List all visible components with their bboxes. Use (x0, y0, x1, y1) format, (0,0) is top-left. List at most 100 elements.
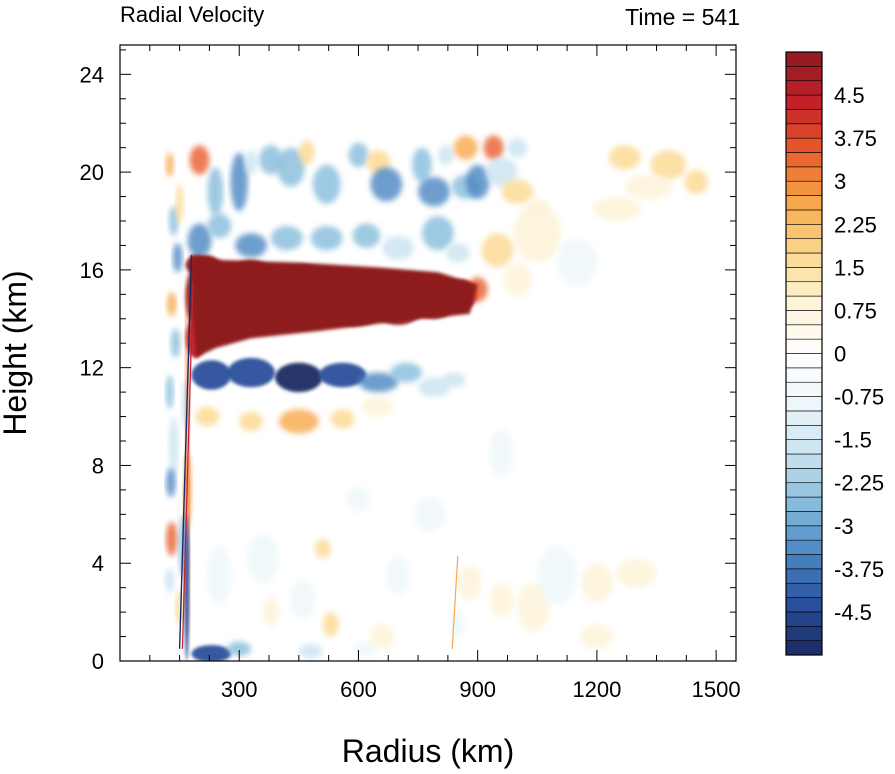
field-patch (166, 521, 178, 556)
colorbar-box (785, 180, 823, 196)
colorbar-label: 3 (834, 169, 846, 194)
y-tick-label: 8 (92, 453, 104, 478)
colorbar-label: -0.75 (834, 385, 884, 410)
colorbar-box (785, 482, 823, 498)
colorbar-label: -3 (834, 514, 854, 539)
colorbar-box (785, 539, 823, 555)
field-patch (310, 225, 343, 251)
field-patch (330, 409, 355, 429)
field-patch (451, 609, 464, 639)
colorbar-box (785, 281, 823, 297)
field-patch (230, 152, 248, 212)
axis-ticks (119, 45, 736, 662)
field-patch (227, 641, 252, 657)
field-patch (259, 145, 283, 175)
colorbar-box (785, 410, 823, 426)
field-patch (298, 643, 323, 659)
colorbar-box (785, 166, 823, 182)
eyewall-line (178, 255, 193, 649)
colorbar-box (785, 468, 823, 484)
field-patch (165, 375, 174, 410)
field-patch (537, 546, 578, 605)
velocity-field (164, 135, 709, 661)
field-patch (170, 328, 181, 358)
y-axis-label: Height (km) (0, 270, 33, 435)
colorbar-label: 0 (834, 342, 846, 367)
field-patch (277, 147, 305, 187)
field-patch (362, 397, 395, 417)
colorbar-box (785, 554, 823, 570)
plot-area (119, 44, 737, 662)
colorbar-label: 4.5 (834, 83, 865, 108)
colorbar-label: 0.75 (834, 298, 877, 323)
colorbar-label: 3.75 (834, 126, 877, 151)
y-tick-label: 24 (80, 62, 104, 87)
field-patch (172, 243, 183, 273)
colorbar-labels: 4.5 3.75 3 2.25 1.5 0.75 0 -0.75 -1.5 -2.25 -3 -3.7… (834, 83, 884, 625)
field-patch (438, 145, 454, 165)
field-patch (322, 612, 339, 637)
colorbar-box (785, 109, 823, 125)
field-patch (275, 362, 323, 393)
colorbar-frame (785, 51, 823, 656)
x-axis-label: Radius (km) (342, 733, 514, 769)
field-patch (166, 291, 177, 317)
field-patch (278, 409, 319, 434)
field-patch (386, 555, 411, 596)
x-tick-label: 300 (221, 677, 258, 702)
field-patch (168, 206, 179, 236)
colorbar-box (785, 310, 823, 326)
x-tick-label: 600 (340, 677, 377, 702)
colorbar-box (785, 209, 823, 225)
field-patch (616, 558, 657, 588)
colorbar-box (785, 66, 823, 82)
field-patch (390, 362, 422, 383)
field-patch (207, 213, 232, 239)
colorbar-box (785, 396, 823, 412)
colorbar-box (785, 51, 823, 67)
field-patch (604, 245, 653, 319)
field-patch (481, 233, 514, 268)
field-patch (189, 145, 210, 175)
colorbar-box (785, 80, 823, 96)
field-patch (581, 563, 613, 603)
field-patch (503, 262, 532, 297)
field-patch (245, 150, 258, 175)
field-patch (684, 169, 709, 195)
field-patch (191, 360, 232, 390)
field-patch (175, 590, 184, 625)
colorbar (785, 51, 823, 656)
colorbar-box (785, 568, 823, 584)
field-patch (207, 167, 224, 217)
field-patch (418, 377, 450, 398)
colorbar-box (785, 324, 823, 340)
field-patch (168, 416, 179, 476)
eyewall-line (181, 282, 194, 649)
field-patch (445, 243, 470, 263)
colorbar-box (785, 381, 823, 397)
field-patch (247, 533, 279, 583)
field-patch (164, 568, 175, 593)
colorbar-box (785, 267, 823, 283)
colorbar-box (785, 424, 823, 440)
field-patch (314, 538, 331, 559)
colorbar-box (785, 611, 823, 627)
field-patch (648, 416, 681, 466)
field-patch (175, 184, 184, 224)
colorbar-box (785, 238, 823, 254)
colorbar-box (785, 137, 823, 153)
colorbar-box (785, 152, 823, 168)
field-patch (312, 164, 341, 204)
field-patch (489, 582, 514, 618)
colorbar-box (785, 597, 823, 613)
colorbar-box (785, 439, 823, 455)
field-patch (608, 145, 641, 170)
field-patch (207, 546, 232, 605)
field-patch (457, 565, 482, 600)
field-patch (346, 487, 371, 512)
field-patch (354, 641, 379, 657)
colorbar-box (785, 453, 823, 469)
field-patch (370, 167, 403, 202)
y-tick-label: 16 (80, 258, 104, 283)
field-patch (166, 467, 176, 498)
